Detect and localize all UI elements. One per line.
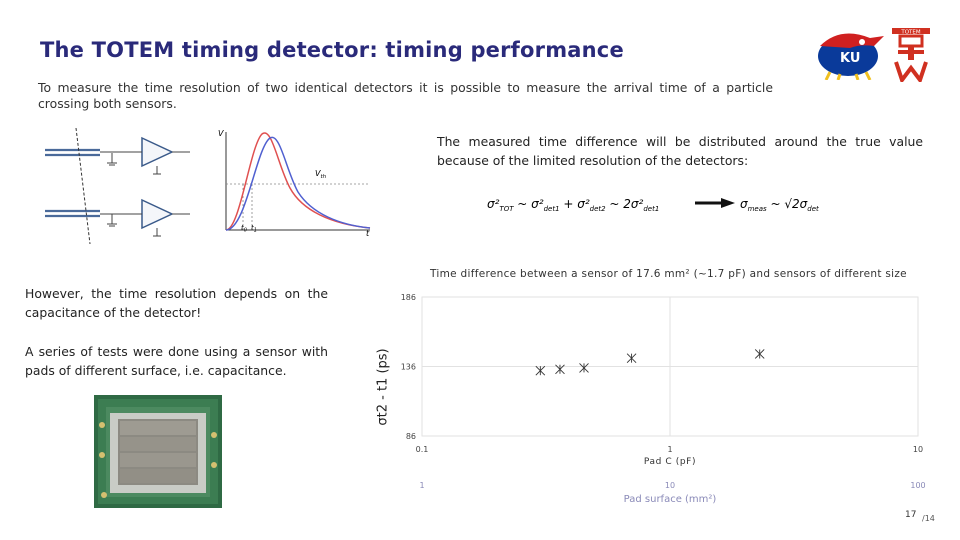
chart-x-label: Pad C (pF) xyxy=(644,457,696,467)
timing-diagram: V t Vth t0 t1 xyxy=(45,127,371,245)
t1-label: t1 xyxy=(251,224,257,234)
chart-y-tick-1: 136 xyxy=(401,363,416,372)
chart-point-0 xyxy=(535,365,546,376)
totem-logo-text: TOTEM xyxy=(900,30,921,36)
threshold-label: Vth xyxy=(315,169,327,180)
pulse-red xyxy=(225,132,371,231)
chart-x-tick-1: 1 xyxy=(667,445,672,454)
page-total: /14 xyxy=(922,514,935,523)
sensor-photo xyxy=(94,395,222,508)
measured-paragraph: The measured time difference will be dis… xyxy=(437,134,923,168)
totem-logo: TOTEM xyxy=(892,28,930,82)
chart-points xyxy=(535,349,765,376)
chart-point-2 xyxy=(579,363,589,373)
chart-grid xyxy=(421,296,919,437)
particle-track xyxy=(75,127,91,245)
chart-secondary-x-label: Pad surface (mm²) xyxy=(624,494,717,505)
chart-x-ticks: 0.1 1 10 xyxy=(416,445,923,454)
resolution-formula: σ²TOT ~ σ²det1 + σ²det2 ~ 2σ²det1 σmeas … xyxy=(487,197,819,213)
page-number: 17 xyxy=(905,510,917,520)
chart-y-ticks: 186 136 86 xyxy=(401,293,416,441)
chart-point-1 xyxy=(555,364,565,375)
pulse-blue xyxy=(225,136,371,231)
chart-y-tick-0: 186 xyxy=(401,293,416,302)
svg-text:σ²TOT ~ σ²det1 + σ²det2 ~ 2σ²d: σ²TOT ~ σ²det1 + σ²det2 ~ 2σ²det1 xyxy=(487,197,659,213)
chart-title: Time difference between a sensor of 17.6… xyxy=(430,268,907,280)
chart-x-tick-0: 0.1 xyxy=(416,445,429,454)
chart-secondary-ticks: 1 10 100 xyxy=(419,481,925,490)
time-difference-chart: 186 136 86 0.1 1 10 1 10 100 Pad C (pF) Pad su… xyxy=(401,293,926,505)
series-paragraph: A series of tests were done using a sens… xyxy=(25,344,328,378)
chart-secondary-tick-0: 1 xyxy=(419,481,424,490)
chart-point-3 xyxy=(626,353,637,363)
ku-logo-text: KU xyxy=(840,51,860,66)
pulse-plot: V t Vth t0 t1 xyxy=(218,129,371,238)
ku-jayhawk-logo: KU xyxy=(818,33,884,80)
svg-text:σmeas ~ √2σdet: σmeas ~ √2σdet xyxy=(740,197,819,213)
chart-secondary-tick-1: 10 xyxy=(665,481,675,490)
axis-v-label: V xyxy=(218,129,224,138)
however-paragraph: However, the time resolution depends on … xyxy=(25,286,328,320)
chart-y-tick-2: 86 xyxy=(406,432,416,441)
intro-paragraph: To measure the time resolution of two id… xyxy=(38,80,773,111)
chart-x-tick-2: 10 xyxy=(913,445,923,454)
chart-y-label: σt2 - t1 (ps) xyxy=(375,348,391,426)
chart-point-4 xyxy=(754,349,765,359)
slide-title: The TOTEM timing detector: timing perfor… xyxy=(40,38,624,62)
chart-secondary-tick-2: 100 xyxy=(910,481,925,490)
t0-label: t0 xyxy=(241,224,247,234)
sensor-schematic xyxy=(45,148,100,218)
axis-t-label: t xyxy=(366,229,370,238)
